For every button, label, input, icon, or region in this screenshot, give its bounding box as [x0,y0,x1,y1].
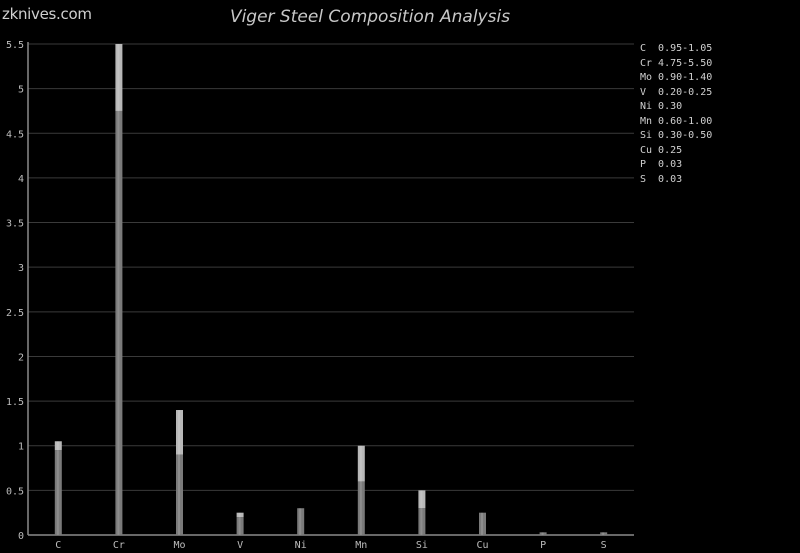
legend-item: S 0.03 [640,173,683,185]
bar-min-C [54,450,62,535]
bar-highlight [299,508,302,535]
legend: C 0.95-1.05 Cr 4.75-5.50 Mo 0.90-1.40 V 0.2… [640,42,712,187]
x-tick-label: P [540,540,546,551]
bar-range-Mn [357,445,365,482]
bar-min-P [539,532,547,535]
bar-highlight [238,512,241,535]
bar-min-Mo [176,454,183,535]
bar-range-Mo [176,410,183,455]
bar-min-Cr [115,110,123,536]
x-tick-label: Ni [295,540,307,551]
y-tick-label: 4.5 [6,129,24,140]
bar-highlight [481,512,483,535]
bar-min-Si [418,508,426,535]
bar-range-Cr [115,44,123,111]
x-tick-label: Cr [113,540,125,551]
x-tick-label: Cu [476,540,488,551]
bar-range-C [54,441,62,451]
legend-item: C 0.95-1.05 [640,43,713,54]
bar-highlight [359,445,362,535]
legend-item: Cu 0.25 [640,144,683,156]
y-tick-label: 2 [18,352,24,363]
bar-min-V [236,517,244,535]
x-tick-label: C [55,540,61,551]
bar-range-Si [418,490,426,509]
y-tick-label: 3 [18,263,24,274]
bar-highlight [56,441,59,535]
y-tick-label: 3.5 [6,219,24,230]
bar-range-V [236,512,244,518]
x-tick-label: V [237,540,243,551]
y-tick-label: 5.5 [6,40,24,51]
legend-item: P 0.03 [640,159,683,170]
legend-item: Mo 0.90-1.40 [640,72,713,83]
x-tick-label: S [601,540,607,551]
x-tick-label: Mn [355,540,367,551]
legend-item: Mn 0.60-1.00 [640,115,713,127]
y-tick-label: 4 [18,174,24,185]
legend-item: V 0.20-0.25 [640,86,713,98]
y-tick-label: 0 [18,531,24,542]
site-logo: zknives.com [2,5,92,23]
y-tick-label: 1 [18,442,24,453]
bar-min-Ni [297,508,305,535]
x-tick-label: Si [416,540,428,551]
bar-highlight [420,490,423,535]
bar-min-Cu [479,512,486,535]
x-tick-label: Mo [173,540,185,551]
bar-min-S [600,532,608,535]
legend-item: Si 0.30-0.50 [640,130,713,141]
y-tick-label: 5 [18,85,24,96]
legend-item: Cr 4.75-5.50 [640,57,713,69]
chart-title: Viger Steel Composition Analysis [229,7,511,27]
bar-highlight [117,44,120,535]
y-tick-label: 1.5 [6,397,24,408]
legend-item: Ni 0.30 [640,101,683,112]
bar-min-Mn [357,481,365,535]
y-tick-label: 0.5 [6,486,24,497]
bar-highlight [178,410,180,535]
bar-highlight [541,532,544,535]
bar-highlight [602,532,605,535]
y-tick-label: 2.5 [6,308,24,319]
